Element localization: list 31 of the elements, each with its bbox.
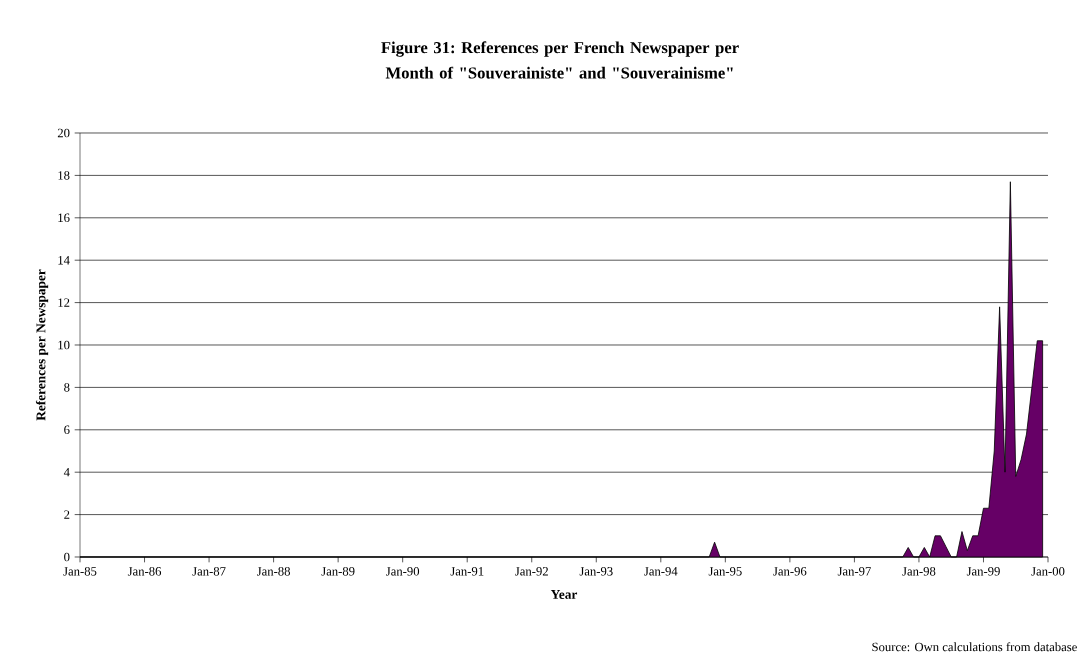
x-tick-label: Jan-86 — [127, 567, 162, 576]
y-tick-label: 18 — [58, 171, 70, 180]
y-tick-label: 16 — [58, 213, 70, 223]
x-tick-label: Jan-90 — [386, 567, 420, 576]
source-note: Source: Own calculations from database — [872, 642, 1077, 652]
x-tick-label: Jan-99 — [966, 567, 1000, 576]
y-tick-label: 8 — [64, 383, 70, 392]
x-tick-label: Jan-87 — [192, 567, 226, 576]
x-tick-label: Jan-91 — [450, 567, 484, 576]
x-tick-label: Jan-89 — [321, 567, 355, 576]
x-tick-label: Jan-95 — [708, 567, 742, 576]
x-tick-label: Jan-98 — [902, 567, 936, 576]
x-tick-label: Jan-93 — [579, 567, 613, 576]
y-axis-title: References per Newspaper — [35, 269, 49, 421]
y-tick-label: 0 — [64, 552, 70, 562]
y-tick-label: 2 — [64, 510, 70, 519]
y-tick-label: 12 — [58, 298, 70, 307]
y-tick-label: 10 — [58, 340, 70, 350]
x-tick-label: Jan-96 — [773, 567, 807, 576]
y-tick-label: 14 — [58, 256, 70, 265]
chart-title: Figure 31: References per French Newspaper per Month of "Souverainiste" and "Souverainisme" — [381, 41, 739, 79]
y-tick-label: 6 — [64, 425, 70, 435]
x-tick-label: Jan-94 — [644, 567, 678, 576]
x-tick-label: Jan-92 — [515, 567, 548, 576]
y-tick-label: 4 — [63, 468, 70, 477]
x-tick-label: Jan-88 — [256, 567, 291, 576]
x-tick-label: Jan-85 — [63, 567, 97, 576]
y-tick-label: 20 — [57, 128, 70, 138]
x-tick-label: Jan-97 — [837, 567, 871, 576]
x-tick-label: Jan-00 — [1031, 567, 1065, 576]
x-axis-title: Year — [550, 590, 578, 599]
